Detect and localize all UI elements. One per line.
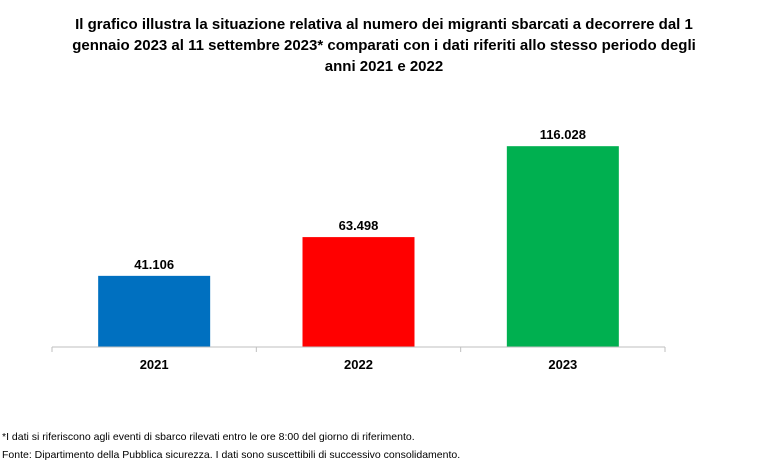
data-label-2021: 41.106 [134,257,174,272]
data-label-2022: 63.498 [339,218,379,233]
x-tick-label-2022: 2022 [344,357,373,372]
data-label-2023: 116.028 [540,127,586,142]
chart-title: Il grafico illustra la situazione relati… [60,14,708,77]
bar-2023 [506,146,619,347]
footnotes: *I dati si riferiscono agli eventi di sb… [2,428,460,464]
x-tick-label-2021: 2021 [140,357,169,372]
footnote-source: Fonte: Dipartimento della Pubblica sicur… [2,449,461,461]
chart-title-line: gennaio 2023 al 11 settembre 2023* compa… [72,37,696,54]
bar-2021 [98,275,211,347]
chart-title-line: Il grafico illustra la situazione relati… [75,16,693,33]
chart-title-line: anni 2021 e 2022 [324,58,444,75]
bar-2022 [302,237,415,347]
x-tick-label-2023: 2023 [548,357,577,372]
footnote-asterisk: *I dati si riferiscono agli eventi di sb… [2,431,415,443]
